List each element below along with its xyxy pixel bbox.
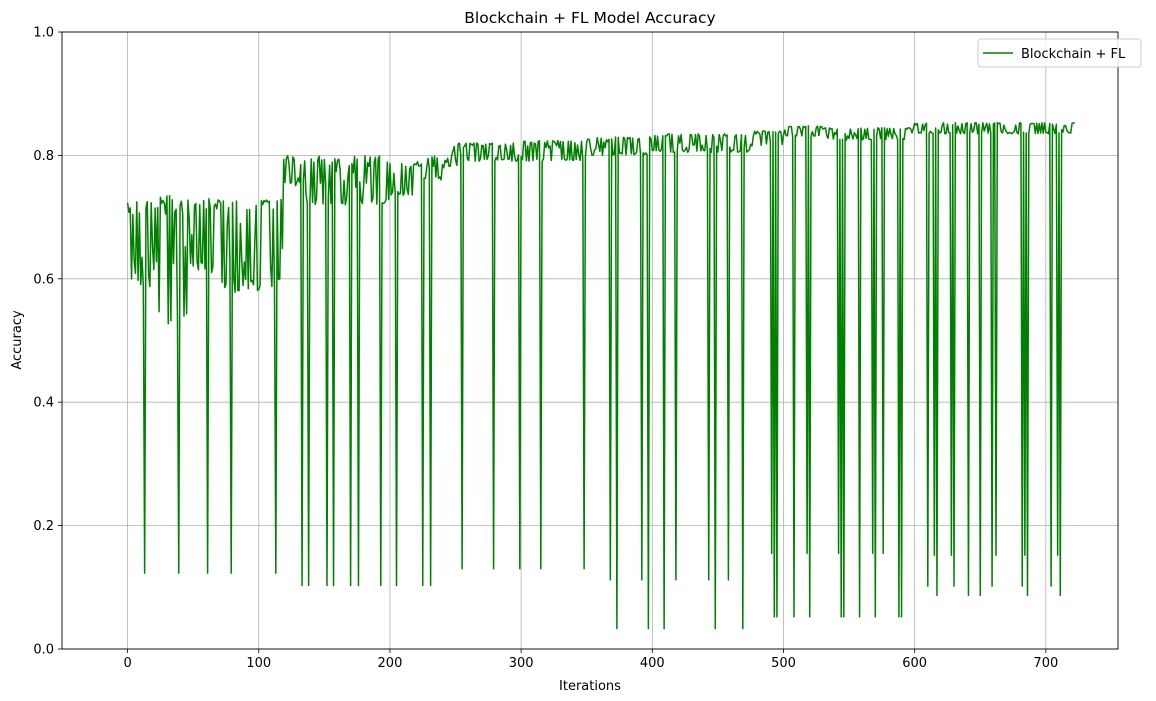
y-tick-label: 0.4: [33, 396, 54, 411]
x-tick-label: 300: [509, 656, 534, 671]
x-tick-label: 700: [1033, 656, 1058, 671]
y-axis: 0.0 0.2 0.4 0.6 0.8 1.0: [33, 26, 62, 658]
y-axis-label: Accuracy: [10, 310, 25, 370]
y-tick-label: 0.6: [33, 272, 54, 287]
plot-frame: [61, 31, 1119, 650]
legend-label: Blockchain + FL: [1021, 47, 1126, 62]
x-axis-label: Iterations: [559, 679, 621, 694]
legend: Blockchain + FL: [977, 38, 1142, 68]
chart-title: Blockchain + FL Model Accuracy: [464, 9, 715, 27]
series-layer: [126, 121, 1075, 630]
x-tick-label: 0: [123, 656, 131, 671]
legend-box: [977, 38, 1142, 68]
series-line-blockchain-fl: [126, 121, 1075, 630]
y-tick-label: 0.0: [33, 643, 54, 658]
x-tick-label: 500: [771, 656, 796, 671]
x-tick-label: 100: [246, 656, 271, 671]
y-tick-label: 0.2: [33, 519, 54, 534]
x-tick-label: 200: [378, 656, 403, 671]
x-tick-label: 400: [640, 656, 665, 671]
x-axis: 0 100 200 300 400 500 600 700: [123, 649, 1058, 671]
y-tick-label: 0.8: [33, 149, 54, 164]
y-tick-label: 1.0: [33, 26, 54, 41]
x-tick-label: 600: [902, 656, 927, 671]
